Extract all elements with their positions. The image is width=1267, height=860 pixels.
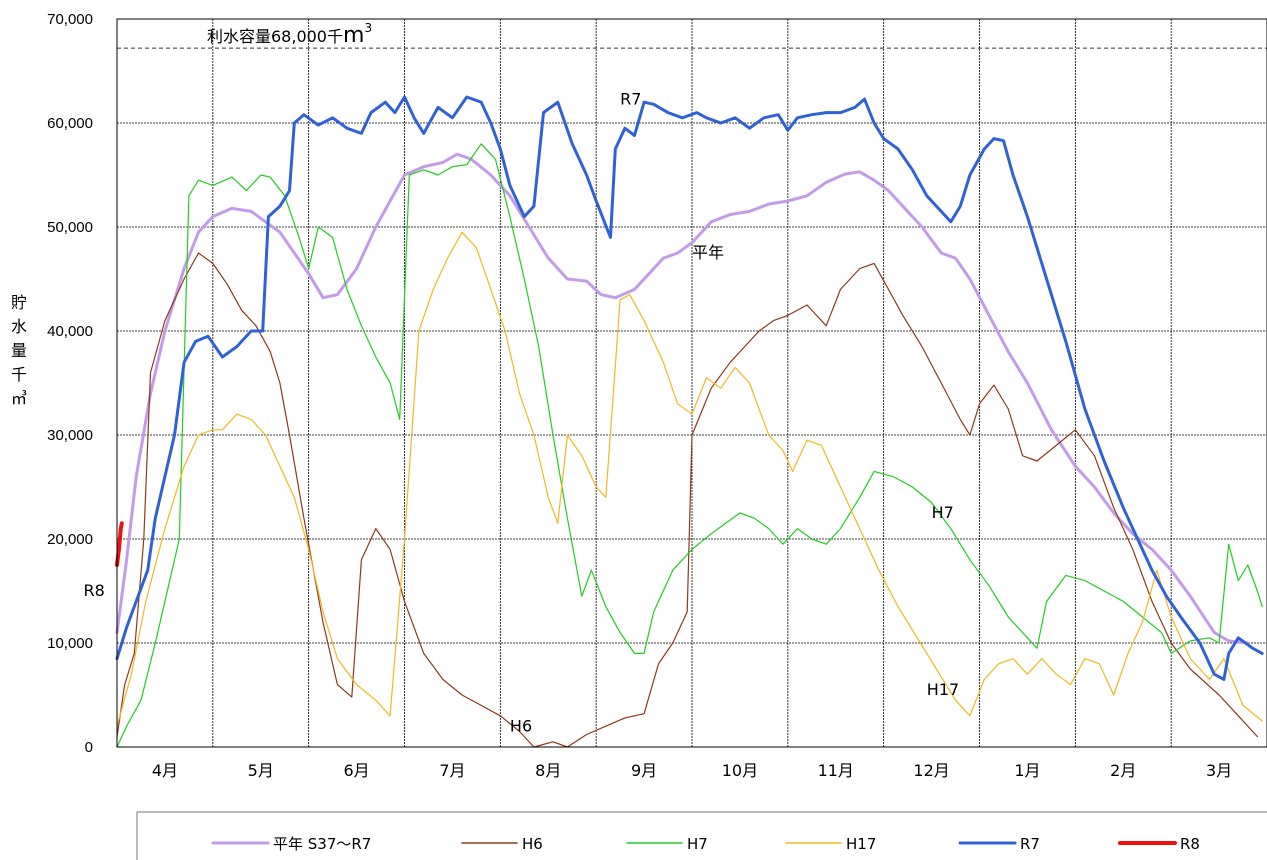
y-tick-1: 10,000 <box>47 635 93 652</box>
legend-label-2: H7 <box>687 835 708 853</box>
y-tick-5: 50,000 <box>47 219 93 236</box>
series-annotations: R7 平年 H7 H17 H6 R8 <box>83 89 959 735</box>
annotation-3: H17 <box>927 680 959 699</box>
series-line-2 <box>116 143 1263 748</box>
capacity-label: 利水容量68,000千m3 <box>207 21 372 48</box>
series-lines <box>115 95 1264 748</box>
annotation-5: R8 <box>83 581 104 600</box>
legend-label-4: R7 <box>1020 835 1040 853</box>
legend-label-1: H6 <box>522 835 543 853</box>
legend: 平年 S37～R7 H6 H7 H17 R7 R8 <box>136 811 1267 860</box>
x-tick-5: 9月 <box>631 761 657 780</box>
capacity-label-sup: 3 <box>364 21 372 35</box>
x-tick-6: 10月 <box>722 761 758 780</box>
x-tick-labels: 4月 5月 6月 7月 8月 9月 10月 11月 12月 1月 2月 3月 <box>152 761 1232 780</box>
y-tick-4: 40,000 <box>47 323 93 340</box>
x-tick-8: 12月 <box>913 761 949 780</box>
series-line-0 <box>115 152 1250 645</box>
series-line-5 <box>115 521 124 567</box>
series-line-1 <box>116 252 1258 748</box>
y-label-char-2: 量 <box>11 341 27 360</box>
x-tick-4: 8月 <box>535 761 561 780</box>
y-tick-labels: 0 10,000 20,000 30,000 40,000 50,000 60,000 70,… <box>47 11 93 756</box>
y-tick-0: 0 <box>85 739 93 756</box>
x-tick-2: 6月 <box>343 761 369 780</box>
plot-frame <box>116 18 1267 748</box>
annotation-2: H7 <box>932 503 954 522</box>
capacity-label-unit: m <box>343 23 364 48</box>
series-line-3 <box>116 231 1263 727</box>
series-line-4 <box>115 95 1264 681</box>
x-tick-10: 2月 <box>1110 761 1136 780</box>
x-tick-0: 4月 <box>152 761 178 780</box>
y-tick-6: 60,000 <box>47 115 93 132</box>
y-tick-7: 70,000 <box>47 11 93 28</box>
annotation-0: R7 <box>620 89 641 108</box>
legend-label-3: H17 <box>846 835 876 853</box>
y-label-char-0: 貯 <box>11 293 27 312</box>
x-tick-3: 7月 <box>439 761 465 780</box>
y-label-char-3: 千 <box>11 365 27 384</box>
y-label-char-4: ㎥ <box>11 389 27 408</box>
annotation-1: 平年 <box>692 243 724 262</box>
capacity-label-main: 利水容量68,000千 <box>207 27 343 46</box>
grid-lines <box>117 19 1267 747</box>
x-tick-11: 3月 <box>1206 761 1232 780</box>
legend-label-0: 平年 S37～R7 <box>273 835 371 853</box>
capacity-line: 利水容量68,000千m3 <box>117 21 1267 49</box>
y-tick-2: 20,000 <box>47 531 93 548</box>
x-tick-1: 5月 <box>248 761 274 780</box>
x-tick-9: 1月 <box>1014 761 1040 780</box>
y-label-char-1: 水 <box>11 317 27 336</box>
annotation-4: H6 <box>510 716 532 735</box>
x-tick-7: 11月 <box>818 761 854 780</box>
legend-label-5: R8 <box>1180 835 1200 853</box>
y-tick-3: 30,000 <box>47 427 93 444</box>
legend-box <box>136 811 1267 860</box>
